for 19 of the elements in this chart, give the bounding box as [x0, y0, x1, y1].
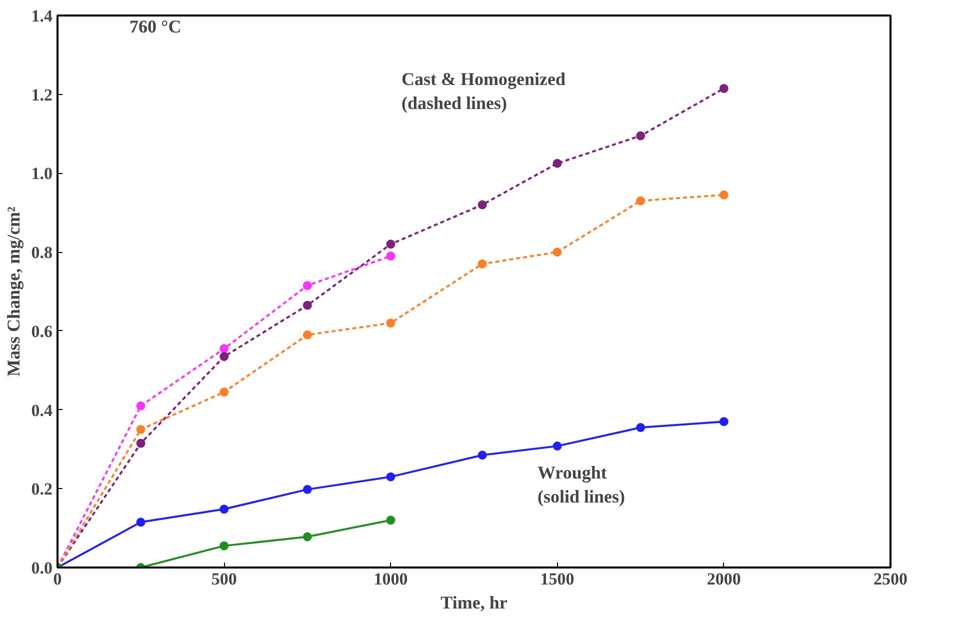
x-tick-label: 2000 [706, 570, 741, 588]
y-tick-label: 0.0 [31, 558, 52, 578]
y-tick-label: 0.8 [31, 243, 52, 262]
x-axis-title: Time, hr [440, 592, 508, 612]
y-axis-title: Mass Change, mg/cm² [3, 206, 24, 376]
x-tick-label: 2500 [874, 570, 908, 588]
annotation: 760 °C [130, 16, 182, 36]
annotation: Cast & Homogenized (dashed lines) [402, 68, 566, 113]
annotation: Wrought (solid lines) [538, 462, 626, 506]
y-tick-label: 1.2 [31, 85, 52, 104]
y-tick-label: 1.4 [31, 6, 53, 26]
x-tick-label: 500 [211, 570, 237, 588]
x-tick-label: 0 [53, 570, 62, 588]
x-tick-label: 1500 [540, 570, 574, 588]
y-tick-label: 0.6 [31, 322, 52, 341]
x-tick-label: 1000 [374, 570, 408, 588]
y-tick-label: 1.0 [31, 164, 52, 184]
y-tick-label: 0.2 [31, 480, 52, 499]
y-tick-label: 0.4 [31, 400, 53, 420]
